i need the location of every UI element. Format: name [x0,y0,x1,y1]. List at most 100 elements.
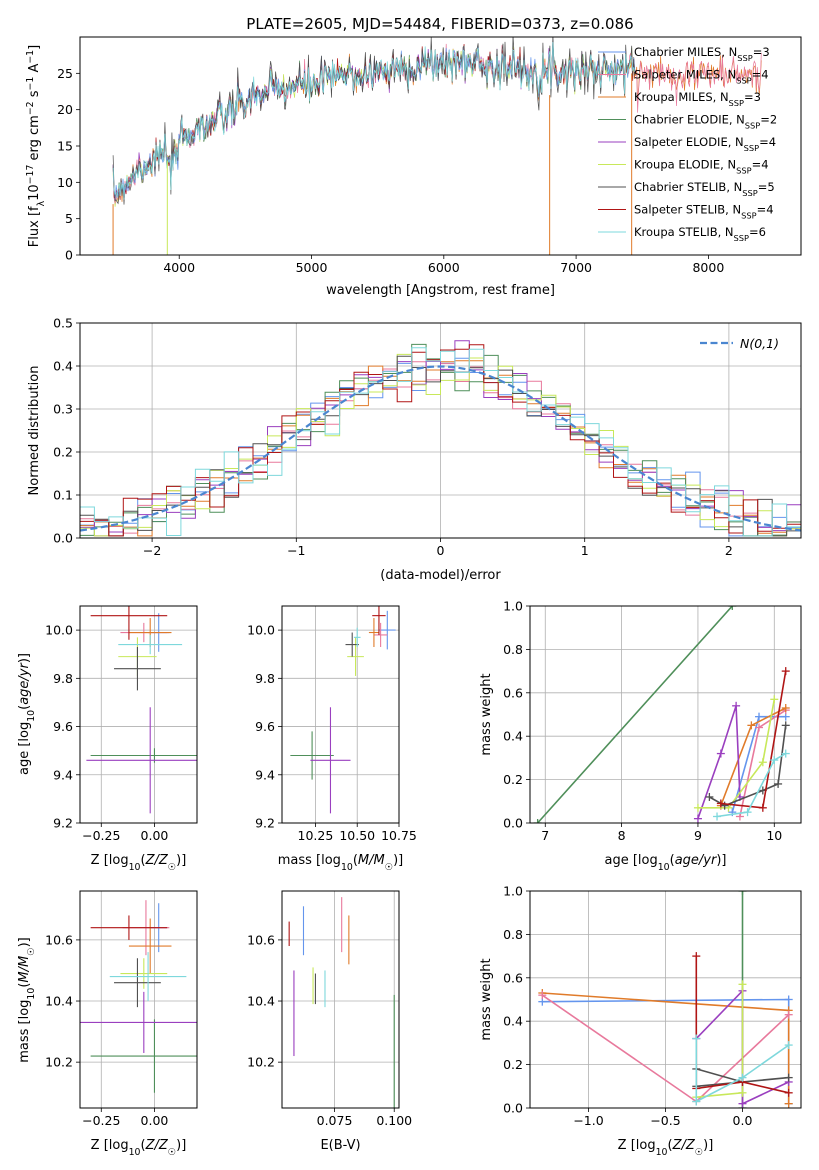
y-tick-label: 9.8 [255,671,275,686]
y-tick-label: 10.0 [45,623,73,638]
legend-label: Chabrier STELIB, NSSP=5 [634,180,775,198]
figure-title: PLATE=2605, MJD=54484, FIBERID=0373, z=0… [246,15,633,33]
x-tick-label: −1 [287,543,305,558]
axes-frame [79,36,802,256]
legend-label: Chabrier MILES, NSSP=3 [634,45,770,63]
x-axis-label: wavelength [Angstrom, rest frame] [326,283,555,298]
weight-line [697,705,741,819]
x-axis-label: mass [log10(M/M☉)] [278,853,404,873]
spectrum-line [112,37,636,205]
weight-line [537,606,733,823]
y-tick-label: 1.0 [503,884,523,899]
y-axis-label: mass weight [479,958,494,1040]
panel-ebv-mass: 0.075 0.100 10.2 10.4 10.6 E(B-V) [247,890,412,1153]
y-tick-label: 0 [65,248,73,263]
x-tick-label: 0.00 [141,1113,169,1128]
y-tick-label: 1.0 [503,599,523,614]
x-tick-label: 5000 [296,260,328,275]
x-tick-label: 7 [541,828,549,843]
y-tick-label: 9.4 [53,767,73,782]
x-tick-label: −1.0 [573,1113,603,1128]
y-tick-label: 0.0 [503,1101,523,1116]
axes-frame [79,605,198,824]
y-tick-label: 0.8 [503,927,523,942]
y-tick-label: 0.5 [53,316,73,331]
x-tick-label: 9 [694,828,702,843]
x-axis-label: (data-model)/error [380,568,501,583]
panel-age-weight: 7 8 9 10 0.0 0.2 0.4 0.6 0.8 1.0 mass weight age [l… [479,599,802,873]
y-tick-label: 9.4 [255,767,275,782]
gaussian-reference-line [80,365,801,532]
axes-frame [529,605,802,824]
plot-area-z-age [86,606,197,814]
y-axis-label: age [log10(age/yr)] [17,653,37,775]
x-tick-label: 2 [725,543,733,558]
axes-frame [79,322,802,539]
y-tick-label: 10.6 [45,932,73,947]
x-axis-label: Z [log10(Z/Z☉)] [91,853,187,873]
panel-residuals: −2 −1 0 1 2 0.0 0.1 0.2 0.3 0.4 0.5 (data-model)/er… [27,316,802,583]
legend-label: Kroupa ELODIE, NSSP=4 [634,158,769,176]
legend-label: Chabrier ELODIE, NSSP=2 [634,113,777,131]
y-tick-label: 10.4 [45,994,73,1009]
y-tick-label: 25 [57,66,73,81]
panels: 4000 5000 6000 7000 80000510152025wavelength… [17,36,802,1158]
x-tick-label: 10 [766,828,782,843]
panel-z-mass: −0.25 0.00 10.2 10.4 10.6 Z [log10(Z/Z☉)] mass… [17,890,198,1158]
x-tick-label: 0.100 [376,1113,412,1128]
x-tick-label: 10.50 [339,828,375,843]
y-tick-label: 10.2 [247,1055,275,1070]
x-tick-label: −2 [143,543,161,558]
y-tick-label: 0.2 [503,1057,523,1072]
y-tick-label: 15 [57,139,73,154]
legend-label: Salpeter STELIB, NSSP=4 [634,203,774,221]
panel-mass-age: 10.25 10.50 10.75 9.2 9.4 9.6 9.8 10.0 mass [log… [247,605,417,873]
y-tick-label: 0.8 [503,642,523,657]
x-tick-label: 6000 [428,260,460,275]
legend-label: Salpeter ELODIE, NSSP=4 [634,135,776,153]
plot-area-z-mass [80,900,197,1093]
x-tick-label: 10.25 [298,828,334,843]
weight-line [695,956,789,1094]
weight-line [697,699,776,809]
axes-frame [281,605,400,824]
x-axis-label: age [log10(age/yr)] [604,853,726,873]
y-axis-label: mass [log10(M/M☉)] [17,937,37,1063]
y-tick-label: 10 [57,175,73,190]
y-tick-label: 10.4 [247,994,275,1009]
axes-frame [529,890,802,1109]
y-tick-label: 10.0 [247,623,275,638]
x-tick-label: 0.00 [141,828,169,843]
y-tick-label: 0.3 [53,402,73,417]
y-tick-label: 20 [57,102,73,117]
plot-area-age-weight [533,606,790,823]
x-axis-label: Z [log10(Z/Z☉)] [91,1138,187,1158]
histogram-line [80,347,801,537]
x-tick-label: 1 [581,543,589,558]
axes-frame [79,890,198,1109]
x-tick-label: 7000 [560,260,592,275]
y-tick-label: 0.6 [503,970,523,985]
legend-label: Kroupa STELIB, NSSP=6 [634,225,766,243]
x-axis-label: E(B-V) [320,1138,360,1153]
x-tick-label: 4000 [163,260,195,275]
y-tick-label: 0.2 [53,445,73,460]
legend-label: N(0,1) [740,336,779,351]
y-tick-label: 0.4 [503,729,523,744]
x-tick-label: 8 [618,828,626,843]
y-axis-label: Flux [fλ10−17 erg cm−2 s−1 A−1] [25,45,47,247]
legend-label: Salpeter MILES, NSSP=4 [634,68,769,86]
plot-area-ebv-mass [288,897,395,1108]
plot-area-z-weight [538,891,793,1108]
plot-area-mass-age [290,606,396,814]
x-tick-label: 0.075 [317,1113,353,1128]
y-tick-label: 9.8 [53,671,73,686]
x-axis-label: Z [log10(Z/Z☉)] [618,1138,714,1158]
y-tick-label: 0.2 [503,772,523,787]
y-tick-label: 9.2 [53,816,73,831]
y-tick-label: 0.1 [53,488,73,503]
legend-label: Kroupa MILES, NSSP=3 [634,90,761,108]
spectrum-line [112,42,636,200]
y-tick-label: 9.2 [255,816,275,831]
